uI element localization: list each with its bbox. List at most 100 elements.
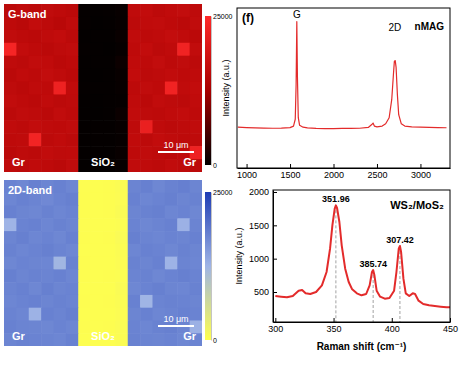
x-axis: 300350400450 xyxy=(268,318,458,334)
heat-cell xyxy=(41,269,54,282)
heat-cell xyxy=(54,244,67,257)
annotation: 385.74 xyxy=(359,259,387,269)
heat-cell xyxy=(16,244,29,257)
heat-cell xyxy=(177,180,190,193)
heat-cell xyxy=(78,180,91,193)
heat-cell xyxy=(66,295,79,308)
heat-cell xyxy=(140,133,153,147)
heat-cell xyxy=(91,244,104,257)
heat-cell xyxy=(4,56,17,70)
heat-cell xyxy=(115,180,128,193)
heat-cell xyxy=(140,231,153,244)
heat-cell xyxy=(103,94,116,108)
map-label: Gr xyxy=(12,330,26,342)
heat-cell xyxy=(165,4,178,18)
heat-cell xyxy=(153,30,166,44)
heat-cell xyxy=(128,320,141,333)
x-axis-line xyxy=(238,168,451,169)
heat-cell xyxy=(190,206,202,219)
heat-cell xyxy=(78,193,91,206)
heat-cell xyxy=(103,56,116,70)
heat-cell xyxy=(153,269,166,282)
heat-cell xyxy=(128,17,141,31)
heat-cell xyxy=(128,94,141,108)
x-tick-label: 450 xyxy=(443,324,458,334)
plot-frame xyxy=(237,8,450,168)
heat-cell xyxy=(140,193,153,206)
heat-cell xyxy=(91,180,104,193)
colorbar-tick-label: 25000 xyxy=(213,13,233,20)
heat-cell xyxy=(165,333,178,346)
heat-cell xyxy=(66,56,79,70)
heat-cell xyxy=(78,107,91,121)
heat-cell xyxy=(177,231,190,244)
heat-cell xyxy=(103,107,116,121)
y-tick-label: 500 xyxy=(254,287,269,297)
heat-cell xyxy=(190,94,202,108)
heat-cell xyxy=(78,4,91,18)
chart-title: nMAG xyxy=(415,21,445,32)
x-tick: 1000 xyxy=(237,164,257,180)
heat-cell xyxy=(16,43,29,57)
heat-cell xyxy=(54,320,67,333)
heat-cell xyxy=(66,308,79,321)
heat-cell xyxy=(177,69,190,83)
heat-cell xyxy=(165,43,178,57)
y-tick: 2000 xyxy=(249,187,277,197)
heat-cell xyxy=(91,133,104,147)
heat-cell xyxy=(16,30,29,44)
y-tick-mark xyxy=(273,225,277,226)
heat-cell xyxy=(165,231,178,244)
x-tick: 3000 xyxy=(411,164,431,180)
heat-cell xyxy=(140,159,153,172)
heat-cell xyxy=(140,120,153,134)
annotation: 351.96 xyxy=(322,194,350,204)
x-tick: 450 xyxy=(443,318,458,334)
heat-cell xyxy=(29,308,42,321)
heat-cell xyxy=(190,295,202,308)
heat-cell xyxy=(16,94,29,108)
heat-cell xyxy=(128,218,141,231)
heat-cell xyxy=(66,231,79,244)
heat-cell xyxy=(190,120,202,134)
plot-frame xyxy=(273,190,450,322)
heat-cell xyxy=(103,244,116,257)
heat-cell xyxy=(190,69,202,83)
colorbar-tick: 25000 xyxy=(211,189,233,196)
heat-cell xyxy=(190,133,202,147)
colorbar-axis-line xyxy=(211,17,212,166)
spectrum-line xyxy=(238,22,447,129)
heat-cell xyxy=(165,94,178,108)
heat-cell xyxy=(140,333,153,346)
map-label: SiO₂ xyxy=(91,330,115,342)
heat-cell xyxy=(54,146,67,160)
heat-cell xyxy=(91,120,104,134)
heat-cell xyxy=(128,69,141,83)
y-tick: 1000 xyxy=(249,254,277,264)
colorbar-axis-line xyxy=(211,193,212,341)
heat-cell xyxy=(54,4,67,18)
heat-cell xyxy=(66,94,79,108)
heat-cell xyxy=(190,180,202,193)
heat-cell xyxy=(16,269,29,282)
heat-cell xyxy=(190,43,202,57)
heat-cell xyxy=(115,146,128,160)
heat-cell xyxy=(91,107,104,121)
heat-cell xyxy=(66,69,79,83)
heat-cell xyxy=(91,206,104,219)
heat-cell xyxy=(115,69,128,83)
heat-cell xyxy=(41,56,54,70)
map-title: 2D-band xyxy=(8,184,52,196)
heat-cell xyxy=(91,193,104,206)
heat-cell xyxy=(153,4,166,18)
heat-cell xyxy=(29,295,42,308)
heat-cell xyxy=(153,94,166,108)
heat-cell xyxy=(4,43,17,57)
x-tick-mark xyxy=(334,164,335,168)
heat-cell xyxy=(4,133,17,147)
heat-cell xyxy=(29,244,42,257)
heat-cell xyxy=(103,180,116,193)
heat-cell xyxy=(140,82,153,96)
heat-cell xyxy=(54,282,67,295)
heat-cell xyxy=(41,107,54,121)
